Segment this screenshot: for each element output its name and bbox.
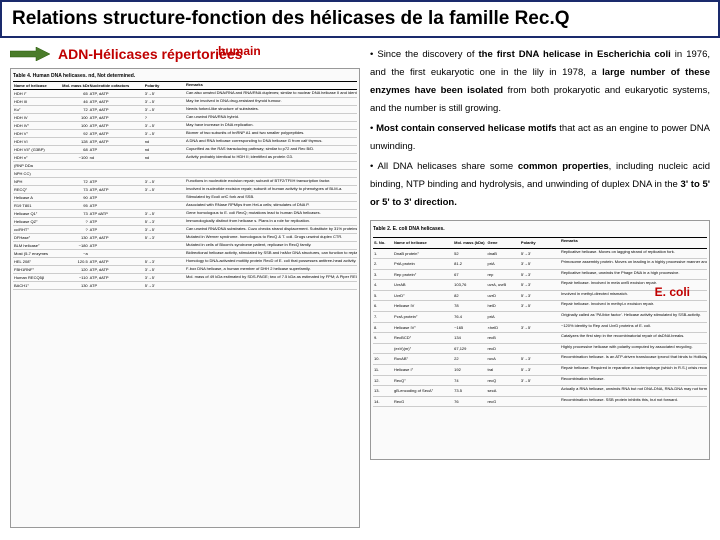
table-row: 1.DnaB protein°52dnaB5'→3'Replicative he… (373, 249, 707, 260)
table-row: DFHase°130ATP, dATP5'→3'Mutated in Werne… (13, 234, 357, 242)
table-row: 13.gB-encoding of SecA°73.5secAActually … (373, 386, 707, 397)
table-row: FBH1RNF°120ATP, dATP3'→5'F-box DNA helic… (13, 266, 357, 274)
subtitle: ADN-Hélicases répertoriées (58, 46, 242, 62)
table-row: R19 T80195ATPAssociated with RNase RPMlp… (13, 202, 357, 210)
table-row: 9.RecBCD°134recBCatalyzes the first step… (373, 333, 707, 344)
table-header: Name of helicase Mol. mass kDa Nucleotid… (13, 81, 357, 90)
table-row: 11.Helicase I°192traI5'→3'Repair helicas… (373, 365, 707, 376)
human-helicase-table: Table 4. Human DNA helicases. nd, Not de… (10, 68, 360, 528)
ecoli-helicase-table: Table 2. E. coli DNA helicases. S. No. N… (370, 220, 710, 460)
table-row: 10.RuvAB°22ruvA5'→3'Recombination helica… (373, 354, 707, 365)
table-row: HEL 208°120.5ATP, dATP5'→3'Homology to D… (13, 258, 357, 266)
table-row: Human RECQ5β~110ATP, dATP3'→5'Mol. mass … (13, 274, 357, 282)
table-row: Ku°72ATP, dATP3'→5'Needs forked-like str… (13, 106, 357, 114)
table-row: BLM helicase°~180ATPMutated in cells of … (13, 242, 357, 250)
table-row: HDH I°65ATP, dATP3'→5'Can also unwind DN… (13, 90, 357, 98)
right-column: • Since the discovery of the first DNA h… (370, 46, 710, 528)
table-row: 2.PriA protein81.2priA3'→5'Primosome ass… (373, 259, 707, 270)
table-row: HDH V°92ATP, dATP3'→5'Biomer of two subu… (13, 130, 357, 138)
table-row: Most (5-7 enzymes~aBidirectional helicas… (13, 250, 357, 258)
arrow-icon (10, 47, 50, 61)
body-text: • Since the discovery of the first DNA h… (370, 46, 710, 212)
table-row: NPH CC) (13, 170, 357, 178)
table-row: 7.PcrA protein°76.4priAOriginally called… (373, 312, 707, 323)
table-row: (exV)(m)°67,129recDHighly processive hel… (373, 344, 707, 355)
content-area: ADN-Hélicases répertoriées humain Table … (0, 38, 720, 528)
page-title: Relations structure-fonction des hélicas… (0, 0, 720, 38)
table-row: HDH VI128ATP, dATPndA DNA and RNA helica… (13, 138, 357, 146)
humain-label: humain (218, 44, 261, 58)
table-row: 3.Rep protein°67rep5'→3'Replicative heli… (373, 270, 707, 281)
table-row: HDH III46ATP, dATP3'→5'May be involved i… (13, 98, 357, 106)
table-row: RECQ°73ATP, dATP3'→5'Involved in nucleot… (13, 186, 357, 194)
table-row: Helicase QZ°?ATP5'→3'Immunologically dis… (13, 218, 357, 226)
ecoli-label: E. coli (655, 281, 690, 304)
table-row: HDH IV°100ATP, dATP3'→5'May have increas… (13, 122, 357, 130)
table-caption: Table 4. Human DNA helicases. nd, Not de… (13, 71, 357, 81)
table-row: (RNP DDa (13, 162, 357, 170)
table-row: 8.Helicase IV°~165×helD3'→5'~120% identi… (373, 323, 707, 334)
table-row: Helicase Q1°73ATP dATP3'→5'Gene homologo… (13, 210, 357, 218)
table-row: cc/RHT°?ATP3'→5'Can unwind RNA/DNA subst… (13, 226, 357, 234)
table-row: NPH72ATP3'→5'Functions in nucleotide exc… (13, 178, 357, 186)
table-row: 14.RecG76recGRecombination helicase. SSB… (373, 397, 707, 408)
table-row: HDH n°~100ndndActivity probably identica… (13, 154, 357, 162)
left-column: ADN-Hélicases répertoriées humain Table … (10, 46, 360, 528)
table-header: S. No. Name of helicase Mol. mass (kDa) … (373, 237, 707, 249)
table-row: HDH VII° (G3BP)68ATPndCopurified as the … (13, 146, 357, 154)
table-row: BACH1°130ATP5'→3' (13, 282, 357, 290)
subtitle-row: ADN-Hélicases répertoriées (10, 46, 360, 62)
table-row: Helicase A90ATPStimulated by Ecoli oriC … (13, 194, 357, 202)
table-row: HDH IV100ATP, dATP?Can unwind RNA/RNA hy… (13, 114, 357, 122)
table-row: 12.RecQ°74recQ3'→5'Recombination helicas… (373, 376, 707, 387)
table-caption: Table 2. E. coli DNA helicases. (373, 223, 707, 237)
